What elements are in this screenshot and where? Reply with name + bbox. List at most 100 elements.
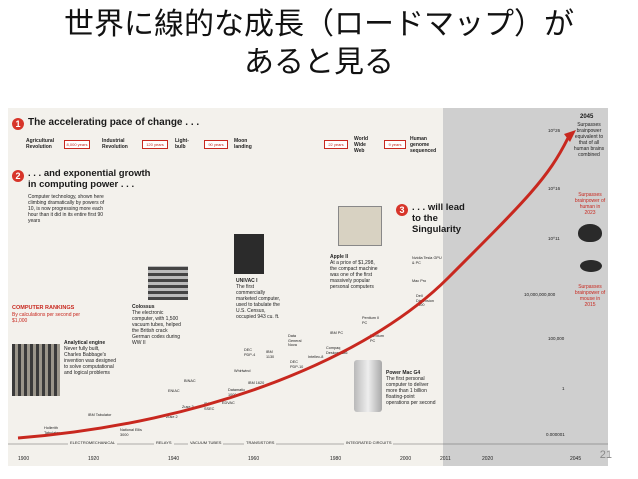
callout-apple-text: At a price of $1,298, the compact machin… xyxy=(330,260,378,290)
era-label: VACUUM TUBES xyxy=(188,440,224,446)
section-3-heading-line2: to the xyxy=(412,213,438,224)
machine-label: Datamatic 1000 xyxy=(228,388,246,397)
machine-label: Whirlwind xyxy=(234,369,251,373)
future-band xyxy=(443,108,608,466)
machine-label: Zuse 3 xyxy=(182,405,194,409)
era-label: INTEGRATED CIRCUITS xyxy=(344,440,394,446)
section-3-heading-line1: . . . will lead xyxy=(412,202,465,213)
machine-label: IBM PC xyxy=(330,331,344,335)
era-label: ELECTROMECHANICAL xyxy=(68,440,118,446)
timeline-www: World Wide Web xyxy=(354,136,369,154)
machine-label: EDVAC xyxy=(222,401,235,405)
yaxis-label: 10^16 xyxy=(548,186,561,191)
section-3-heading: . . . will lead to the Singularity xyxy=(412,202,465,235)
rankings-subtitle: By calculations per second per $1,000 xyxy=(12,312,81,324)
year-tick: 1920 xyxy=(88,456,100,462)
machine-label: Compaq Deskpro 386 xyxy=(326,346,348,355)
machine-label: IBM 1130 xyxy=(266,350,275,359)
mouse-icon xyxy=(580,260,602,272)
growth-curve xyxy=(8,130,608,445)
section-3-heading-line3: Singularity xyxy=(412,224,462,235)
timeline-genome: Human genome sequenced xyxy=(410,136,437,154)
timeline-gap-2: 120 years xyxy=(142,140,168,149)
era-label: RELAYS xyxy=(154,440,174,446)
machine-label: Nvidia Tesla GPU & PC xyxy=(412,256,442,265)
machine-label: Intellec-8 xyxy=(308,355,324,359)
apple-ii-image xyxy=(338,206,382,246)
timeline-gap-5: 9 years xyxy=(384,140,406,149)
section-2-description: Computer technology, shown here climbing… xyxy=(28,194,105,224)
machine-label: Data General Nova xyxy=(288,334,302,347)
callout-power-mac: Power Mac G4 The first personal computer… xyxy=(386,370,438,406)
callout-analytical-engine: Analytical engine Never fully built, Cha… xyxy=(64,340,116,376)
machine-label: Mac Pro xyxy=(412,279,427,283)
callout-apple-title: Apple II xyxy=(330,254,349,260)
timeline-lightbulb: Light-bulb xyxy=(175,138,189,150)
section-2-marker: 2 xyxy=(12,170,24,182)
machine-label: IBM Tabulator xyxy=(88,413,112,417)
year-tick: 1900 xyxy=(18,456,30,462)
callout-colossus: Colossus The electronic computer, with 1… xyxy=(132,304,184,346)
yaxis-label: 0.000001 xyxy=(546,432,565,437)
timeline-agricultural: Agricultural Revolution xyxy=(26,138,55,150)
section-2-heading: . . . and exponential growth in computin… xyxy=(28,168,150,190)
machine-label: DEC PDP-10 xyxy=(290,360,304,369)
section-3-marker: 3 xyxy=(396,204,408,216)
callout-colossus-title: Colossus xyxy=(132,304,155,310)
machine-label: Pentium II PC xyxy=(362,316,380,325)
yaxis-label: 10^26 xyxy=(548,128,561,133)
slide-title-line1: 世界に線的な成長（ロードマップ）が xyxy=(64,7,574,42)
machine-label: Zuse 2 xyxy=(166,415,178,419)
yaxis-label: 1 xyxy=(562,386,565,391)
slide-title-line2: あると見る xyxy=(244,45,394,80)
year-tick: 2020 xyxy=(482,456,494,462)
machine-label: IBM 1620 xyxy=(248,381,265,385)
yaxis-label: 10,000,000,000 xyxy=(524,292,556,297)
callout-univac-title: UNIVAC I xyxy=(236,278,258,284)
curve-arrowhead xyxy=(564,130,576,142)
machine-label: ENIAC xyxy=(168,389,180,393)
note-human-brain: Surpasses brainpower of human in 2023 xyxy=(574,192,606,216)
timeline-industrial: Industrial Revolution xyxy=(102,138,128,150)
year-tick: 2045 xyxy=(570,456,582,462)
note-mouse-brain: Surpasses brainpower of mouse in 2015 xyxy=(574,284,606,308)
machine-label: DEC PDP-4 xyxy=(244,348,256,357)
analytical-engine-image xyxy=(12,344,60,396)
machine-label: Hollerith Tabulator xyxy=(44,426,60,435)
callout-analytical-title: Analytical engine xyxy=(64,340,106,346)
section-2-heading-line2: in computing power . . . xyxy=(28,179,135,190)
section-1-heading: The accelerating pace of change . . . xyxy=(28,117,200,128)
rankings-title: COMPUTER RANKINGS xyxy=(12,305,75,311)
note-all-human-brains: Surpasses brainpower equivalent to that … xyxy=(573,122,605,158)
era-label: TRANSISTORS xyxy=(244,440,277,446)
slide-title: 世界に線的な成長（ロードマップ）が あると見る xyxy=(0,6,638,82)
year-tick: 1940 xyxy=(168,456,180,462)
year-2045-label: 2045 xyxy=(580,114,594,120)
year-tick: 2011 xyxy=(440,456,451,462)
callout-apple-ii: Apple II At a price of $1,298, the compa… xyxy=(330,254,382,290)
timeline-gap-1: 8,000 years xyxy=(64,140,90,149)
year-tick: 1980 xyxy=(330,456,342,462)
singularity-figure: 1 The accelerating pace of change . . . … xyxy=(8,108,608,466)
timeline-moon: Moon landing xyxy=(234,138,252,150)
colossus-image xyxy=(148,266,188,300)
section-2-heading-line1: . . . and exponential growth xyxy=(28,168,151,179)
machine-label: Pentium PC xyxy=(370,334,384,343)
callout-univac: UNIVAC I The first commercially marketed… xyxy=(236,278,282,320)
human-brain-icon xyxy=(578,224,602,242)
callout-analytical-text: Never fully built, Charles Babbage's inv… xyxy=(64,346,116,376)
callout-powermac-text: The first personal computer to deliver m… xyxy=(386,376,436,406)
machine-label: BINAC xyxy=(184,379,196,383)
timeline-gap-4: 22 years xyxy=(324,140,348,149)
page-number: 21 xyxy=(599,449,612,461)
callout-univac-text: The first commercially marketed computer… xyxy=(236,284,281,320)
growth-curve-line xyxy=(17,137,570,440)
section-1-marker: 1 xyxy=(12,118,24,130)
univac-image xyxy=(234,234,264,274)
timeline-gap-3: 90 years xyxy=(204,140,228,149)
power-mac-image xyxy=(354,360,382,412)
year-tick: 2000 xyxy=(400,456,412,462)
yaxis-label: 100,000 xyxy=(548,336,565,341)
callout-powermac-title: Power Mac G4 xyxy=(386,370,421,376)
callout-colossus-text: The electronic computer, with 1,500 vacu… xyxy=(132,310,181,346)
